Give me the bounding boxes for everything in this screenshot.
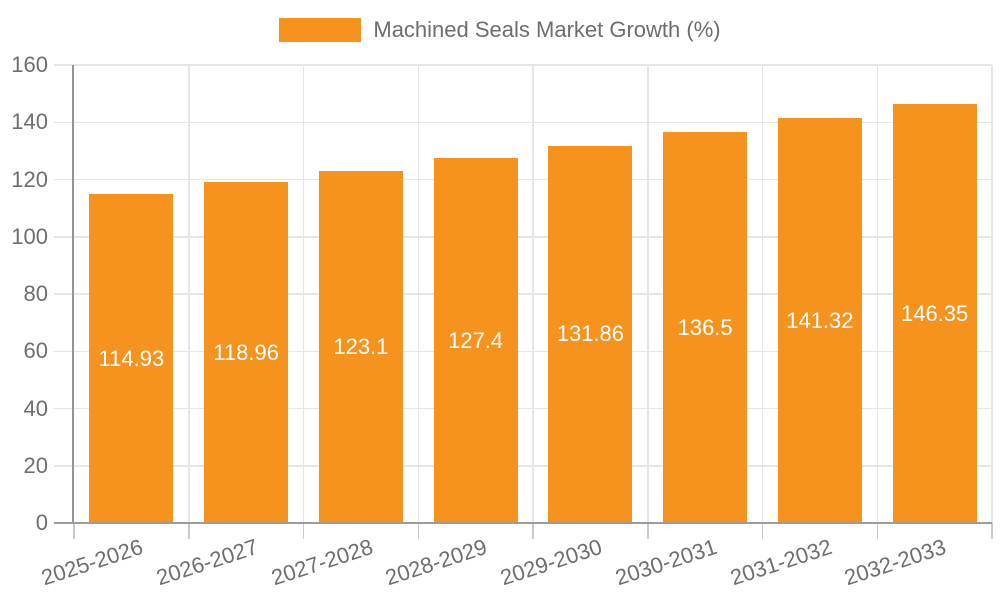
- bar-2029-2030[interactable]: 131.86: [548, 145, 633, 523]
- x-gridline: [761, 65, 764, 523]
- x-axis-tick: [761, 523, 764, 539]
- bar-value-label: 114.93: [98, 345, 165, 371]
- x-tick-label: 2028-2029: [382, 534, 491, 591]
- bar-2026-2027[interactable]: 118.96: [204, 182, 289, 523]
- y-gridline: [54, 407, 992, 410]
- x-gridline: [647, 65, 649, 523]
- bar-2031-2032[interactable]: 141.32: [777, 118, 862, 523]
- x-tick-label: 2027-2028: [267, 534, 376, 591]
- x-gridline: [417, 65, 419, 523]
- legend-swatch-icon: [279, 18, 362, 42]
- x-gridline: [532, 65, 534, 523]
- y-tick-label: 140: [11, 109, 48, 135]
- x-gridline: [991, 65, 993, 523]
- x-gridline: [188, 65, 190, 523]
- x-axis-tick: [302, 523, 305, 539]
- x-tick-label: 2025-2026: [38, 534, 147, 591]
- bar-value-label: 118.96: [213, 339, 279, 365]
- x-tick-label: 2030-2031: [612, 534, 720, 591]
- y-tick-label: 40: [23, 395, 48, 421]
- x-axis-tick: [188, 523, 190, 539]
- plot-area: 114.93 118.96 123.1 127.4 131.86 136.5 141.32 1…: [54, 64, 993, 539]
- bar-2028-2029[interactable]: 127.4: [433, 158, 518, 523]
- bar-2032-2033[interactable]: 146.35: [892, 104, 977, 523]
- bar-value-label: 146.35: [900, 300, 969, 326]
- chart-legend: Machined Seals Market Growth (%): [0, 17, 1000, 43]
- y-gridline: [54, 293, 992, 295]
- y-tick-label: 60: [23, 338, 48, 364]
- x-axis-tick: [991, 523, 993, 539]
- x-tick-label: 2029-2030: [497, 534, 606, 591]
- x-axis-tick: [647, 523, 649, 539]
- bar-value-label: 127.4: [448, 327, 504, 353]
- bar-2030-2031[interactable]: 136.5: [663, 132, 748, 523]
- x-axis-tick: [876, 523, 878, 539]
- x-tick-label: 2032-2033: [841, 534, 950, 591]
- legend-item[interactable]: Machined Seals Market Growth (%): [279, 17, 721, 43]
- y-tick-label: 20: [23, 452, 48, 478]
- y-axis-line: [72, 65, 74, 523]
- bar-value-label: 141.32: [786, 307, 854, 333]
- y-gridline: [54, 236, 992, 238]
- bar-value-label: 136.5: [677, 314, 733, 340]
- bar-2027-2028[interactable]: 123.1: [318, 170, 403, 523]
- bar-value-label: 123.1: [333, 333, 389, 359]
- y-tick-label: 0: [35, 510, 48, 535]
- y-gridline: [54, 178, 992, 181]
- x-tick-label: 2026-2027: [153, 534, 261, 591]
- x-gridline: [302, 65, 305, 523]
- y-gridline: [54, 465, 992, 467]
- legend-label: Machined Seals Market Growth (%): [373, 17, 721, 42]
- y-tick-label: 100: [11, 223, 48, 249]
- y-tick-label: 120: [11, 166, 48, 192]
- x-axis-line: [54, 522, 992, 524]
- bar-value-label: 131.86: [556, 321, 625, 347]
- x-tick-label: 2031-2032: [726, 534, 835, 591]
- y-gridline: [54, 64, 992, 66]
- x-gridline: [876, 65, 878, 523]
- bar-2025-2026[interactable]: 114.93: [89, 194, 174, 523]
- y-tick-label: 160: [11, 52, 48, 77]
- y-gridline: [54, 121, 992, 123]
- x-axis-tick: [73, 523, 75, 539]
- y-tick-label: 80: [23, 281, 48, 306]
- x-axis-tick: [532, 523, 534, 539]
- y-gridline: [54, 350, 992, 352]
- x-axis-tick: [417, 523, 419, 539]
